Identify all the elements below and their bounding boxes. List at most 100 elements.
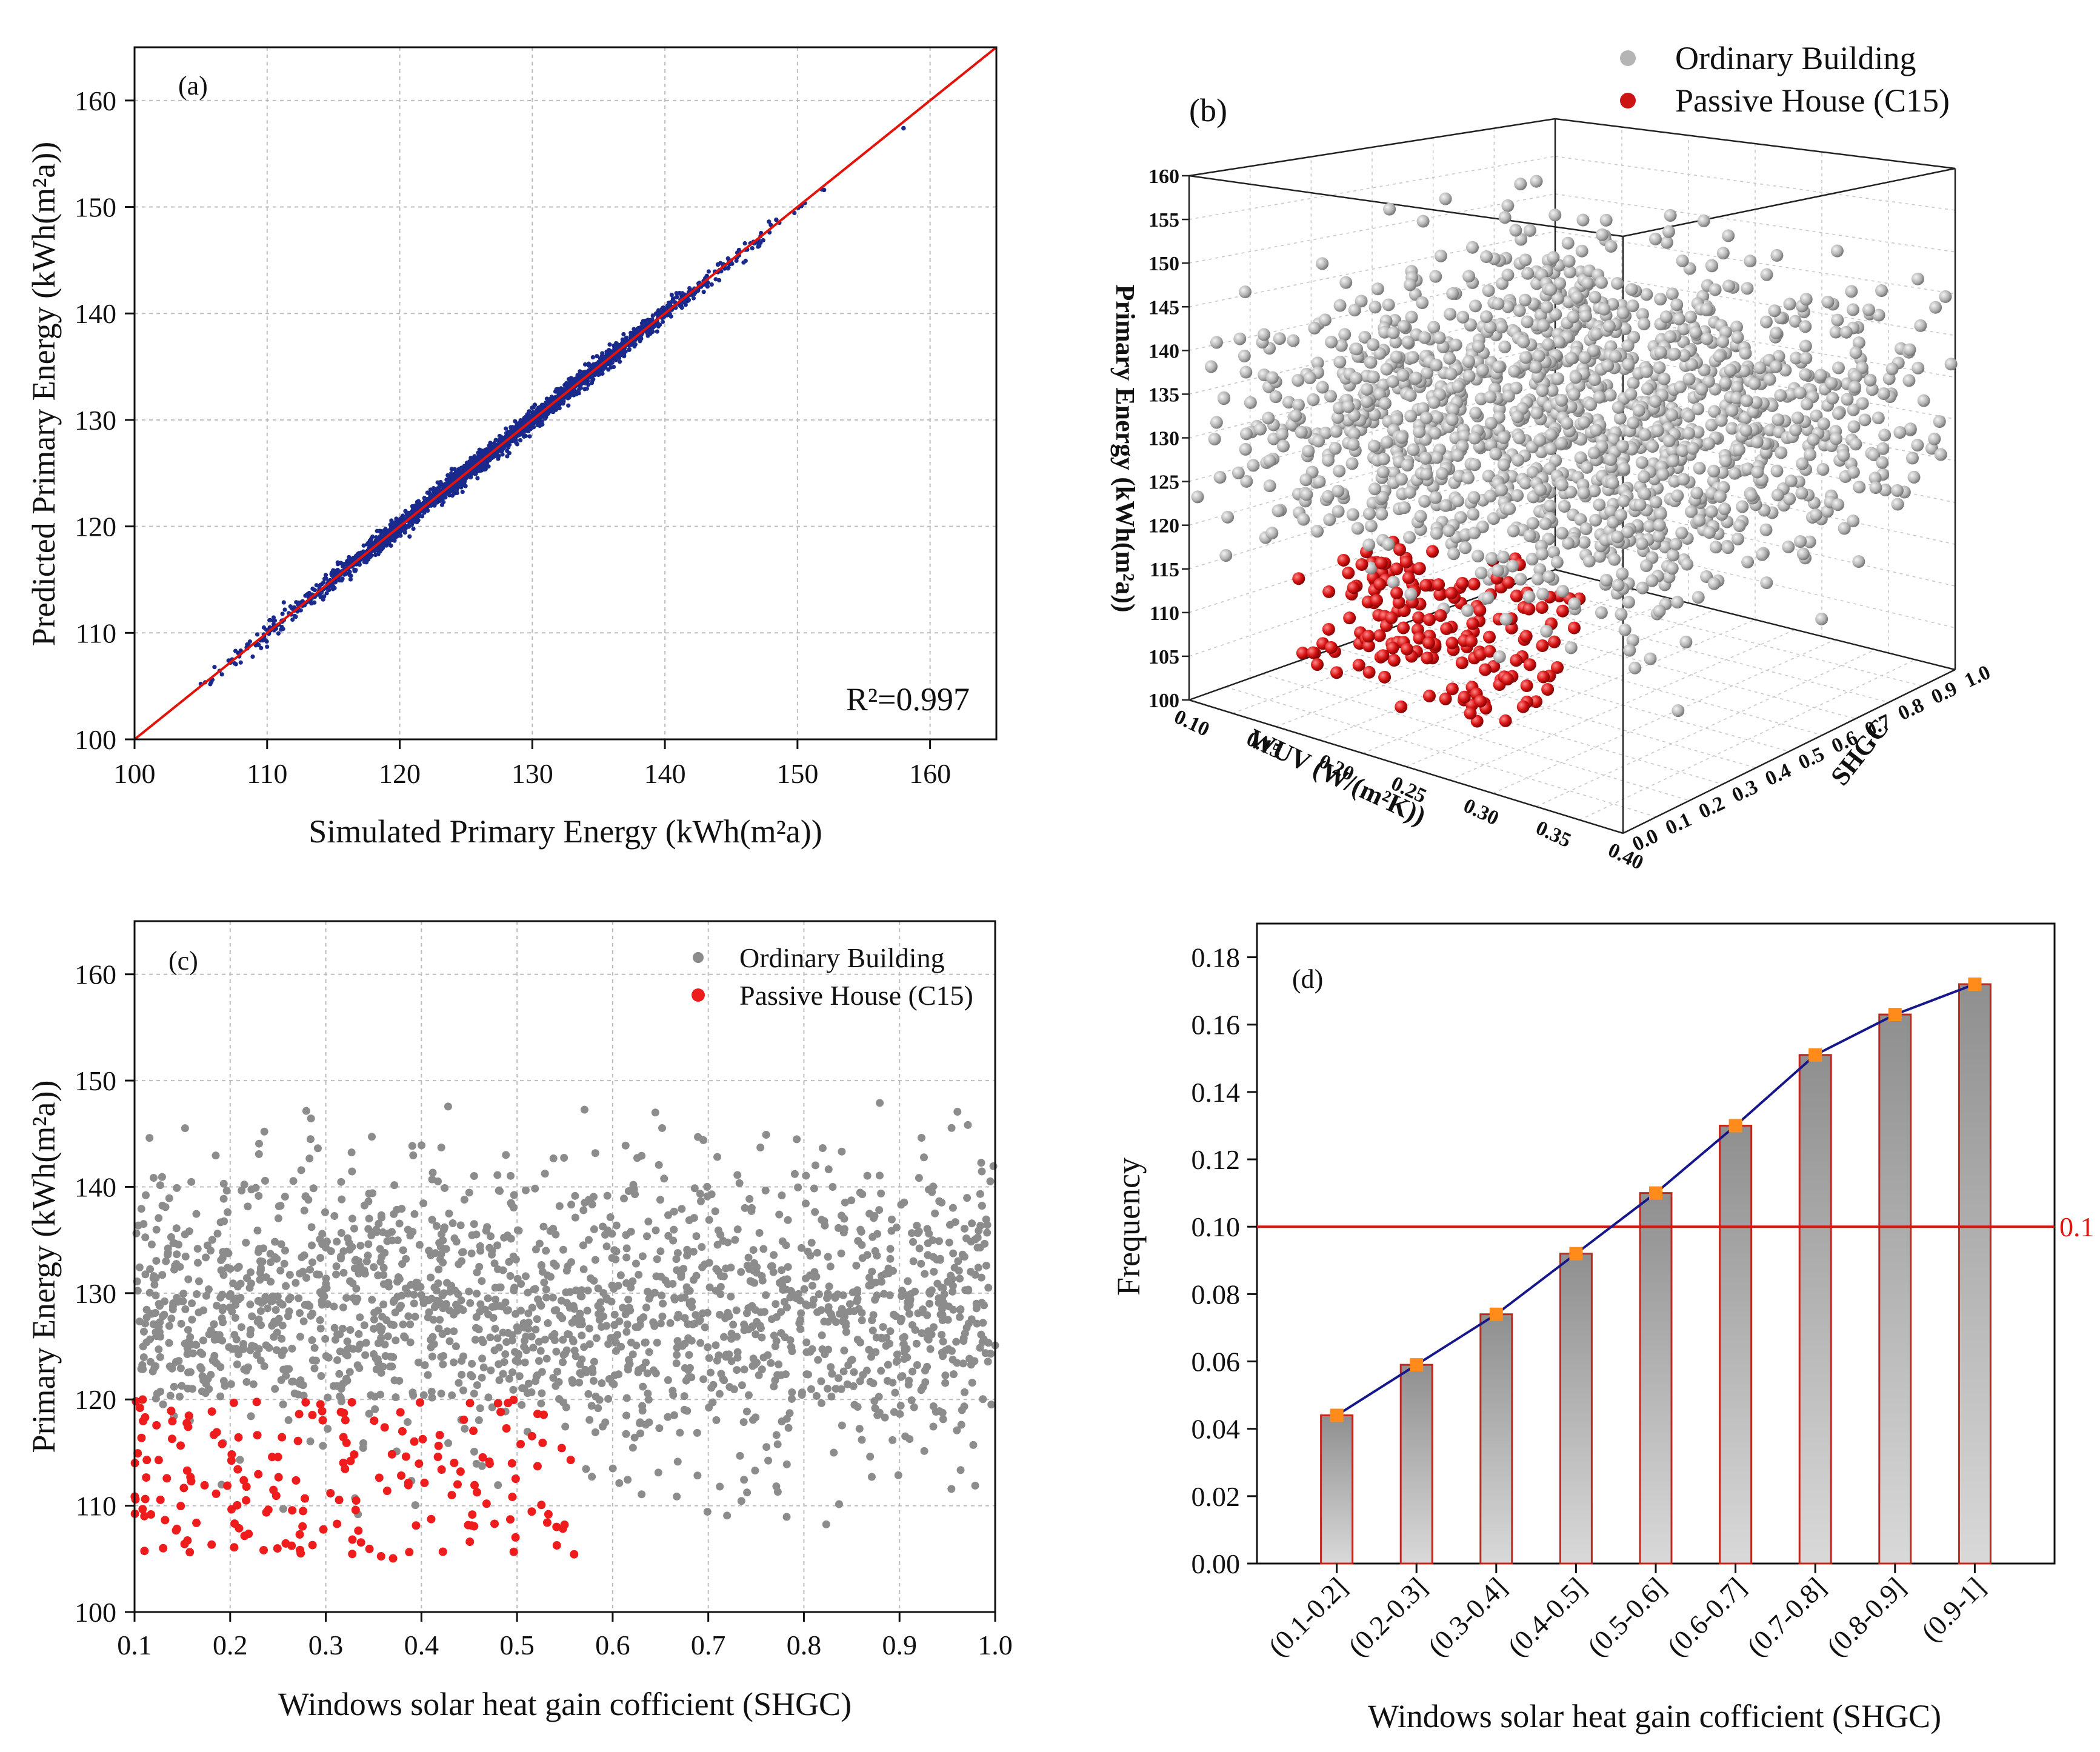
b-sphere-ordinary xyxy=(1321,453,1335,467)
c-point-ordinary xyxy=(170,1382,178,1391)
b-sphere-ordinary xyxy=(1686,442,1699,455)
b-sphere-ordinary xyxy=(1507,524,1520,538)
b-sphere-ordinary xyxy=(1542,338,1555,351)
a-x-tick-label: 150 xyxy=(776,758,818,789)
b-sphere-ordinary xyxy=(1419,411,1433,425)
b-sphere-ordinary xyxy=(1856,397,1869,410)
a-plot-frame xyxy=(133,46,998,741)
a-point xyxy=(318,595,323,599)
c-point-ordinary xyxy=(770,1382,778,1391)
a-point xyxy=(292,613,297,618)
b-sphere-ordinary xyxy=(1449,338,1462,351)
b-sphere-ordinary xyxy=(1253,422,1267,436)
b-sphere-ordinary xyxy=(1360,395,1373,408)
a-point xyxy=(247,639,253,644)
c-point-ordinary xyxy=(784,1424,793,1432)
c-point-ordinary xyxy=(333,1237,341,1246)
b-sphere-ordinary xyxy=(1644,652,1657,665)
a-x-tick-label: 100 xyxy=(114,758,156,789)
a-point xyxy=(578,369,582,374)
a-panel-label: (a) xyxy=(178,71,208,101)
b-sphere-ordinary xyxy=(1632,404,1645,417)
b-sphere-ordinary xyxy=(1462,370,1476,383)
a-point xyxy=(538,418,542,422)
b-sphere-ordinary xyxy=(1564,400,1578,413)
a-point xyxy=(432,489,437,494)
b-sphere-ordinary xyxy=(1308,321,1321,335)
c-point-ordinary xyxy=(224,1208,232,1216)
a-fit-line xyxy=(133,46,998,741)
b-sphere-ordinary xyxy=(1847,515,1860,528)
b-sphere-ordinary xyxy=(1558,499,1571,513)
b-sphere-ordinary xyxy=(1532,350,1545,363)
b-y-tick-label: 1.0 xyxy=(1961,661,1994,692)
b-sphere-ordinary xyxy=(1323,513,1336,527)
b-sphere-passive xyxy=(1343,611,1356,625)
a-point xyxy=(417,513,422,518)
b-sphere-ordinary xyxy=(1816,462,1830,476)
a-point xyxy=(533,420,539,425)
b-sphere-ordinary xyxy=(1618,623,1632,636)
c-point-ordinary xyxy=(893,1350,901,1359)
b-sphere-ordinary xyxy=(1447,547,1461,561)
b-sphere-ordinary xyxy=(1744,255,1757,268)
c-point-ordinary xyxy=(982,1261,990,1270)
b-sphere-ordinary xyxy=(1269,390,1282,404)
b-sphere-ordinary xyxy=(1467,507,1480,521)
b-sphere-ordinary xyxy=(1849,346,1862,359)
b-floor-grid xyxy=(1445,608,1856,719)
a-point xyxy=(506,430,511,435)
b-sphere-ordinary xyxy=(1666,444,1679,457)
c-point-ordinary xyxy=(246,1300,255,1308)
c-point-ordinary xyxy=(622,1244,631,1253)
c-point-ordinary xyxy=(772,1300,780,1308)
b-sphere-ordinary xyxy=(1697,214,1710,227)
b-sphere-ordinary xyxy=(1523,529,1536,542)
a-point xyxy=(655,322,661,327)
a-point xyxy=(544,396,550,401)
b-sphere-ordinary xyxy=(1443,351,1456,365)
b-sphere-ordinary xyxy=(1579,522,1593,536)
c-point-ordinary xyxy=(888,1436,897,1444)
b-sphere-ordinary xyxy=(1377,452,1390,465)
b-sphere-ordinary xyxy=(1608,553,1621,566)
c-point-ordinary xyxy=(790,1170,799,1178)
b-sphere-ordinary xyxy=(1721,541,1735,555)
b-sphere-ordinary xyxy=(1396,368,1410,382)
b-sphere-ordinary xyxy=(1616,307,1630,320)
a-point xyxy=(259,645,264,650)
b-sphere-ordinary xyxy=(1238,285,1252,299)
b-box-edge xyxy=(1555,118,1956,170)
c-point-ordinary xyxy=(835,1374,843,1382)
b-sphere-ordinary xyxy=(1667,455,1680,468)
c-point-ordinary xyxy=(571,1191,579,1200)
b-sphere-ordinary xyxy=(1407,443,1420,456)
c-point-ordinary xyxy=(732,1306,741,1314)
b-sphere-ordinary xyxy=(1633,498,1647,511)
b-sphere-ordinary xyxy=(1416,296,1429,310)
b-sphere-passive xyxy=(1541,683,1555,696)
b-box-edge xyxy=(1188,175,1624,238)
c-point-ordinary xyxy=(749,1354,758,1363)
b-sphere-ordinary xyxy=(1383,202,1396,216)
c-point-ordinary xyxy=(817,1377,825,1385)
c-point-ordinary xyxy=(762,1130,770,1139)
a-point xyxy=(393,521,398,526)
b-z-tick-label: 100 xyxy=(1148,690,1179,712)
b-sphere-ordinary xyxy=(1588,290,1602,304)
a-point xyxy=(356,551,361,556)
b-sphere-ordinary xyxy=(1593,550,1607,563)
b-sphere-ordinary xyxy=(1550,556,1564,569)
b-sphere-ordinary xyxy=(1770,360,1783,373)
c-point-ordinary xyxy=(457,1296,465,1305)
b-sphere-ordinary xyxy=(1656,468,1670,481)
a-x-tick-label: 160 xyxy=(909,758,951,789)
b-sphere-ordinary xyxy=(1445,413,1459,427)
b-floor-grid xyxy=(1579,659,1916,821)
a-point xyxy=(279,627,284,632)
b-sphere-ordinary xyxy=(1552,372,1565,385)
b-z-tick-label: 160 xyxy=(1148,165,1179,188)
b-z-tick-label: 145 xyxy=(1148,296,1179,319)
b-sphere-passive xyxy=(1390,587,1404,600)
b-sphere-ordinary xyxy=(1526,465,1539,479)
